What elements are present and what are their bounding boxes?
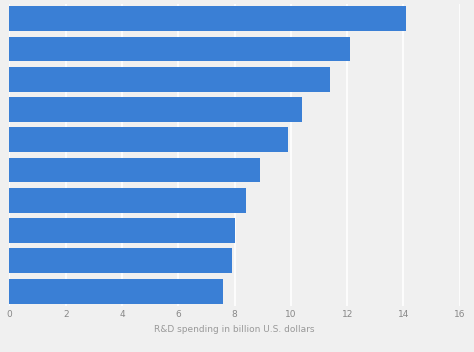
X-axis label: R&D spending in billion U.S. dollars: R&D spending in billion U.S. dollars: [155, 325, 315, 334]
Bar: [9, 6, 406, 31]
Bar: [9, 37, 350, 61]
Bar: [9, 97, 302, 122]
Bar: [9, 218, 235, 243]
Bar: [9, 249, 232, 273]
Bar: [9, 67, 330, 92]
Bar: [9, 279, 223, 303]
Bar: [9, 158, 260, 182]
Bar: [9, 188, 246, 213]
Bar: [9, 127, 288, 152]
